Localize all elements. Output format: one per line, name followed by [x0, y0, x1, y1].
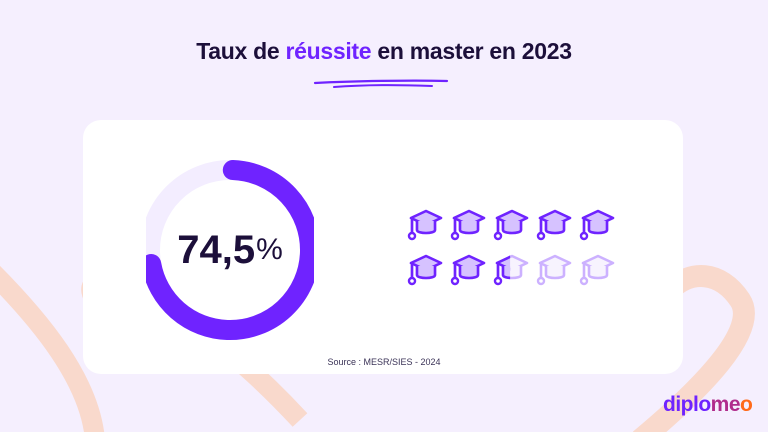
graduation-cap-icon [493, 208, 531, 242]
graduation-cap-icon [536, 253, 574, 287]
stats-card [83, 120, 683, 374]
donut-progress-arc [146, 160, 314, 340]
source-note: Source : MESR/SIES - 2024 [327, 357, 441, 367]
title-underline-stroke [313, 79, 449, 88]
title-suffix: en master en 2023 [371, 38, 572, 64]
title-prefix: Taux de [196, 38, 286, 64]
graduation-cap-icon [579, 208, 617, 242]
graduation-cap-icon [493, 253, 531, 287]
graduation-cap-icon [536, 208, 574, 242]
graduation-cap-icon [450, 208, 488, 242]
title-highlight: réussite [285, 38, 372, 64]
kpi-number: 74,5 [177, 227, 256, 272]
pictogram-grid [407, 208, 622, 287]
logo-part: diplo [663, 393, 711, 416]
graduation-cap-icon [407, 208, 445, 242]
graduation-cap-icon [407, 253, 445, 287]
kpi-unit: % [256, 233, 283, 266]
graduation-cap-icon [579, 253, 617, 287]
logo-part: me [710, 393, 741, 416]
donut-chart [146, 160, 314, 340]
logo-part: o [740, 393, 753, 416]
kpi-value: 74,5% [146, 150, 314, 350]
brand-logo: diplomeo [663, 393, 753, 417]
page-title: Taux de réussite en master en 2023 [0, 38, 768, 65]
graduation-cap-icon [450, 253, 488, 287]
